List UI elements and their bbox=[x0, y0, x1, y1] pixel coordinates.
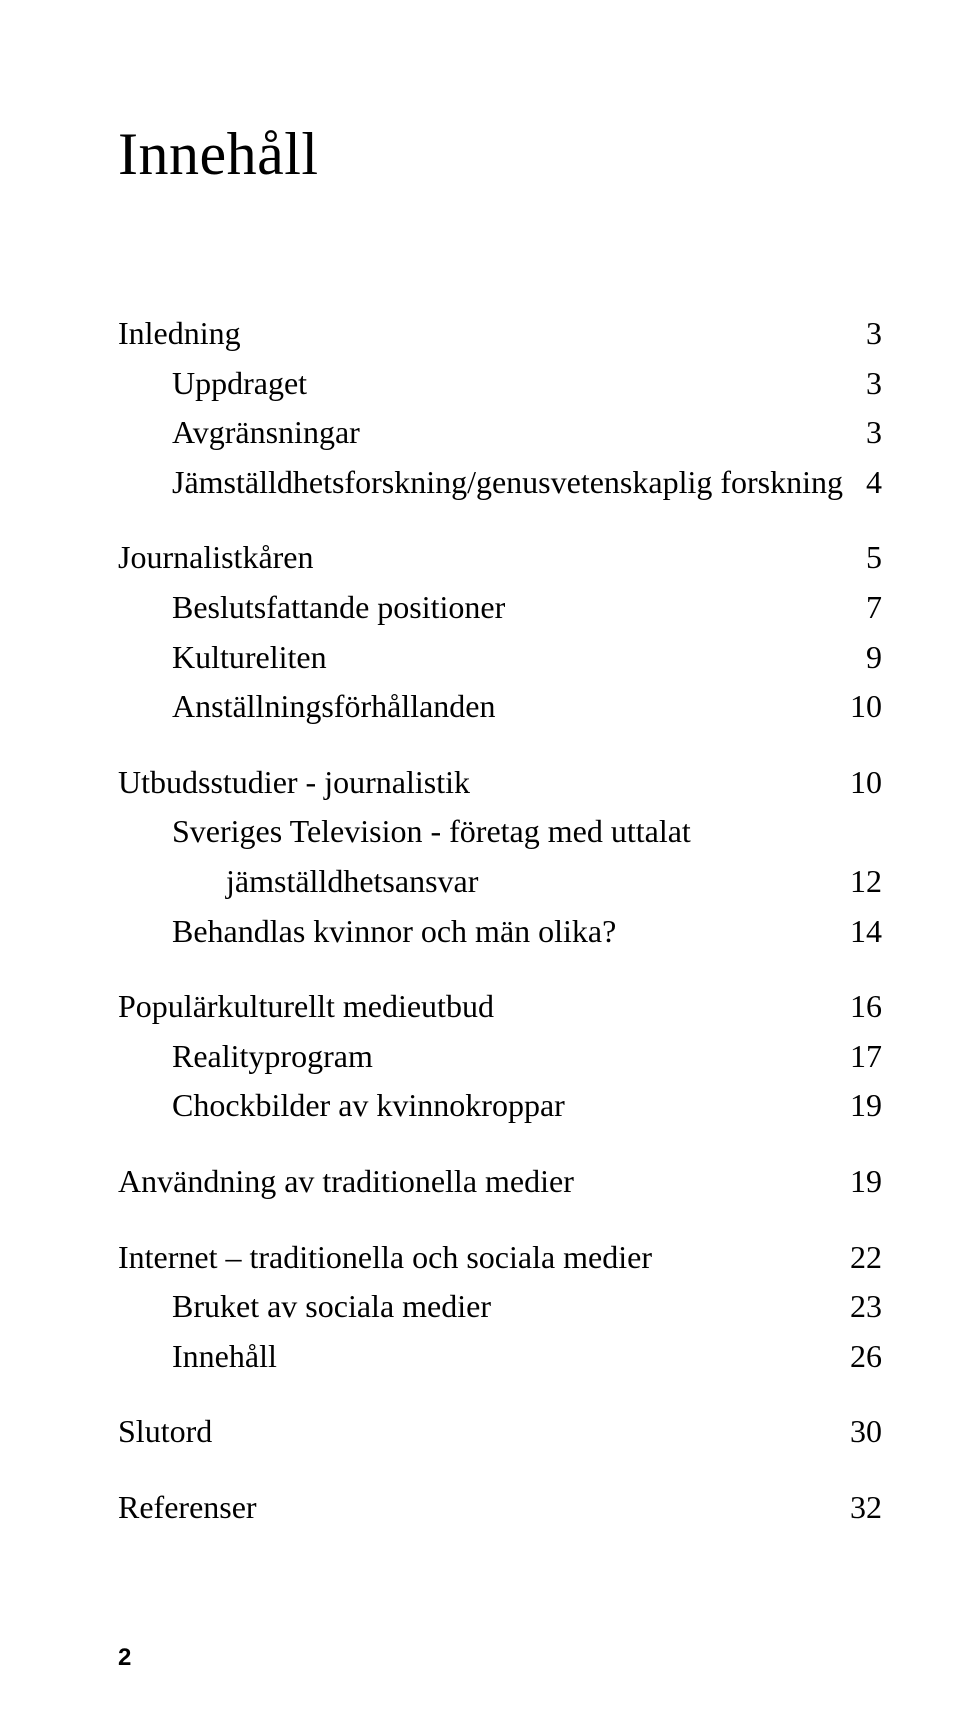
toc-entry-page[interactable]: 30 bbox=[850, 1407, 882, 1457]
toc-entry-label[interactable]: Behandlas kvinnor och män olika? bbox=[172, 907, 616, 957]
toc-entry: Behandlas kvinnor och män olika? 14 bbox=[118, 907, 882, 957]
toc-entry-page[interactable]: 3 bbox=[866, 309, 882, 359]
toc-entry: Journalistkåren 5 bbox=[118, 533, 882, 583]
toc-entry-label[interactable]: Journalistkåren bbox=[118, 533, 314, 583]
toc-entry-page[interactable]: 23 bbox=[850, 1282, 882, 1332]
toc-entry-label[interactable]: Anställningsförhållanden bbox=[172, 682, 495, 732]
toc-entry-page[interactable]: 14 bbox=[850, 907, 882, 957]
toc-entry-page[interactable]: 10 bbox=[850, 758, 882, 808]
toc-entry-page[interactable]: 12 bbox=[850, 857, 882, 907]
toc-entry: Populärkulturellt medieutbud 16 bbox=[118, 982, 882, 1032]
toc-entry-label[interactable]: Realityprogram bbox=[172, 1032, 373, 1082]
toc-entry-label[interactable]: Uppdraget bbox=[172, 359, 307, 409]
toc-entry: Utbudsstudier - journalistik 10 bbox=[118, 758, 882, 808]
toc-entry: Innehåll 26 bbox=[118, 1332, 882, 1382]
toc-entry-page[interactable]: 10 bbox=[850, 682, 882, 732]
toc-entry: Bruket av sociala medier 23 bbox=[118, 1282, 882, 1332]
toc-entry-page[interactable]: 19 bbox=[850, 1081, 882, 1131]
toc-entry: jämställdhetsansvar 12 bbox=[118, 857, 882, 907]
toc-entry: Slutord 30 bbox=[118, 1407, 882, 1457]
toc-entry: Chockbilder av kvinnokroppar 19 bbox=[118, 1081, 882, 1131]
toc-entry-label[interactable]: Inledning bbox=[118, 309, 241, 359]
toc-entry-page[interactable]: 5 bbox=[866, 533, 882, 583]
toc-entry: Internet – traditionella och sociala med… bbox=[118, 1233, 882, 1283]
toc-entry: Användning av traditionella medier 19 bbox=[118, 1157, 882, 1207]
toc-entry-page[interactable]: 9 bbox=[866, 633, 882, 683]
toc-entry: Beslutsfattande positioner 7 bbox=[118, 583, 882, 633]
toc-list: Inledning 3 Uppdraget 3 Avgränsningar 3 Jämstä… bbox=[118, 309, 882, 1532]
toc-entry-label[interactable]: Innehåll bbox=[172, 1332, 277, 1382]
toc-entry-label[interactable]: Utbudsstudier - journalistik bbox=[118, 758, 470, 808]
toc-entry-page[interactable]: 22 bbox=[850, 1233, 882, 1283]
toc-entry-label[interactable]: Beslutsfattande positioner bbox=[172, 583, 505, 633]
toc-entry-page[interactable]: 26 bbox=[850, 1332, 882, 1382]
toc-entry: Uppdraget 3 bbox=[118, 359, 882, 409]
toc-entry-page[interactable]: 17 bbox=[850, 1032, 882, 1082]
page: Innehåll Inledning3Uppdraget3Avgränsning… bbox=[0, 0, 960, 1732]
toc-entry: Referenser 32 bbox=[118, 1483, 882, 1533]
toc-entry: Inledning 3 bbox=[118, 309, 882, 359]
toc-entry: Kultureliten 9 bbox=[118, 633, 882, 683]
toc-entry: Avgränsningar 3 bbox=[118, 408, 882, 458]
toc-entry-label[interactable]: Användning av traditionella medier bbox=[118, 1157, 574, 1207]
toc-entry-page[interactable]: 32 bbox=[850, 1483, 882, 1533]
toc-entry-label[interactable]: jämställdhetsansvar bbox=[226, 857, 478, 907]
toc-entry-label[interactable]: Chockbilder av kvinnokroppar bbox=[172, 1081, 565, 1131]
toc-entry-label[interactable]: Slutord bbox=[118, 1407, 212, 1457]
toc-entry: Jämställdhetsforskning/genusvetenskaplig… bbox=[118, 458, 882, 508]
toc-entry-label[interactable]: Avgränsningar bbox=[172, 408, 360, 458]
page-number: 2 bbox=[118, 1644, 131, 1672]
toc-heading: Innehåll bbox=[118, 120, 882, 189]
toc-entry-page[interactable]: 19 bbox=[850, 1157, 882, 1207]
toc-entry-label[interactable]: Bruket av sociala medier bbox=[172, 1282, 491, 1332]
toc-entry-page[interactable]: 7 bbox=[866, 583, 882, 633]
toc-entry-page[interactable]: 16 bbox=[850, 982, 882, 1032]
toc-entry-label[interactable]: Jämställdhetsforskning/genusvetenskaplig… bbox=[172, 458, 843, 508]
toc-entry-label[interactable]: Populärkulturellt medieutbud bbox=[118, 982, 494, 1032]
toc-entry-label[interactable]: Referenser bbox=[118, 1483, 257, 1533]
toc-entry-wrap: Sveriges Television - företag med uttala… bbox=[118, 807, 882, 857]
toc-entry-page[interactable]: 4 bbox=[866, 458, 882, 508]
toc-entry: Realityprogram 17 bbox=[118, 1032, 882, 1082]
toc-entry-label[interactable]: Sveriges Television - företag med uttala… bbox=[172, 807, 691, 857]
toc-entry-label[interactable]: Internet – traditionella och sociala med… bbox=[118, 1233, 652, 1283]
toc-entry-label[interactable]: Kultureliten bbox=[172, 633, 327, 683]
toc-entry-page[interactable]: 3 bbox=[866, 359, 882, 409]
toc-entry: Anställningsförhållanden 10 bbox=[118, 682, 882, 732]
toc-entry-page[interactable]: 3 bbox=[866, 408, 882, 458]
